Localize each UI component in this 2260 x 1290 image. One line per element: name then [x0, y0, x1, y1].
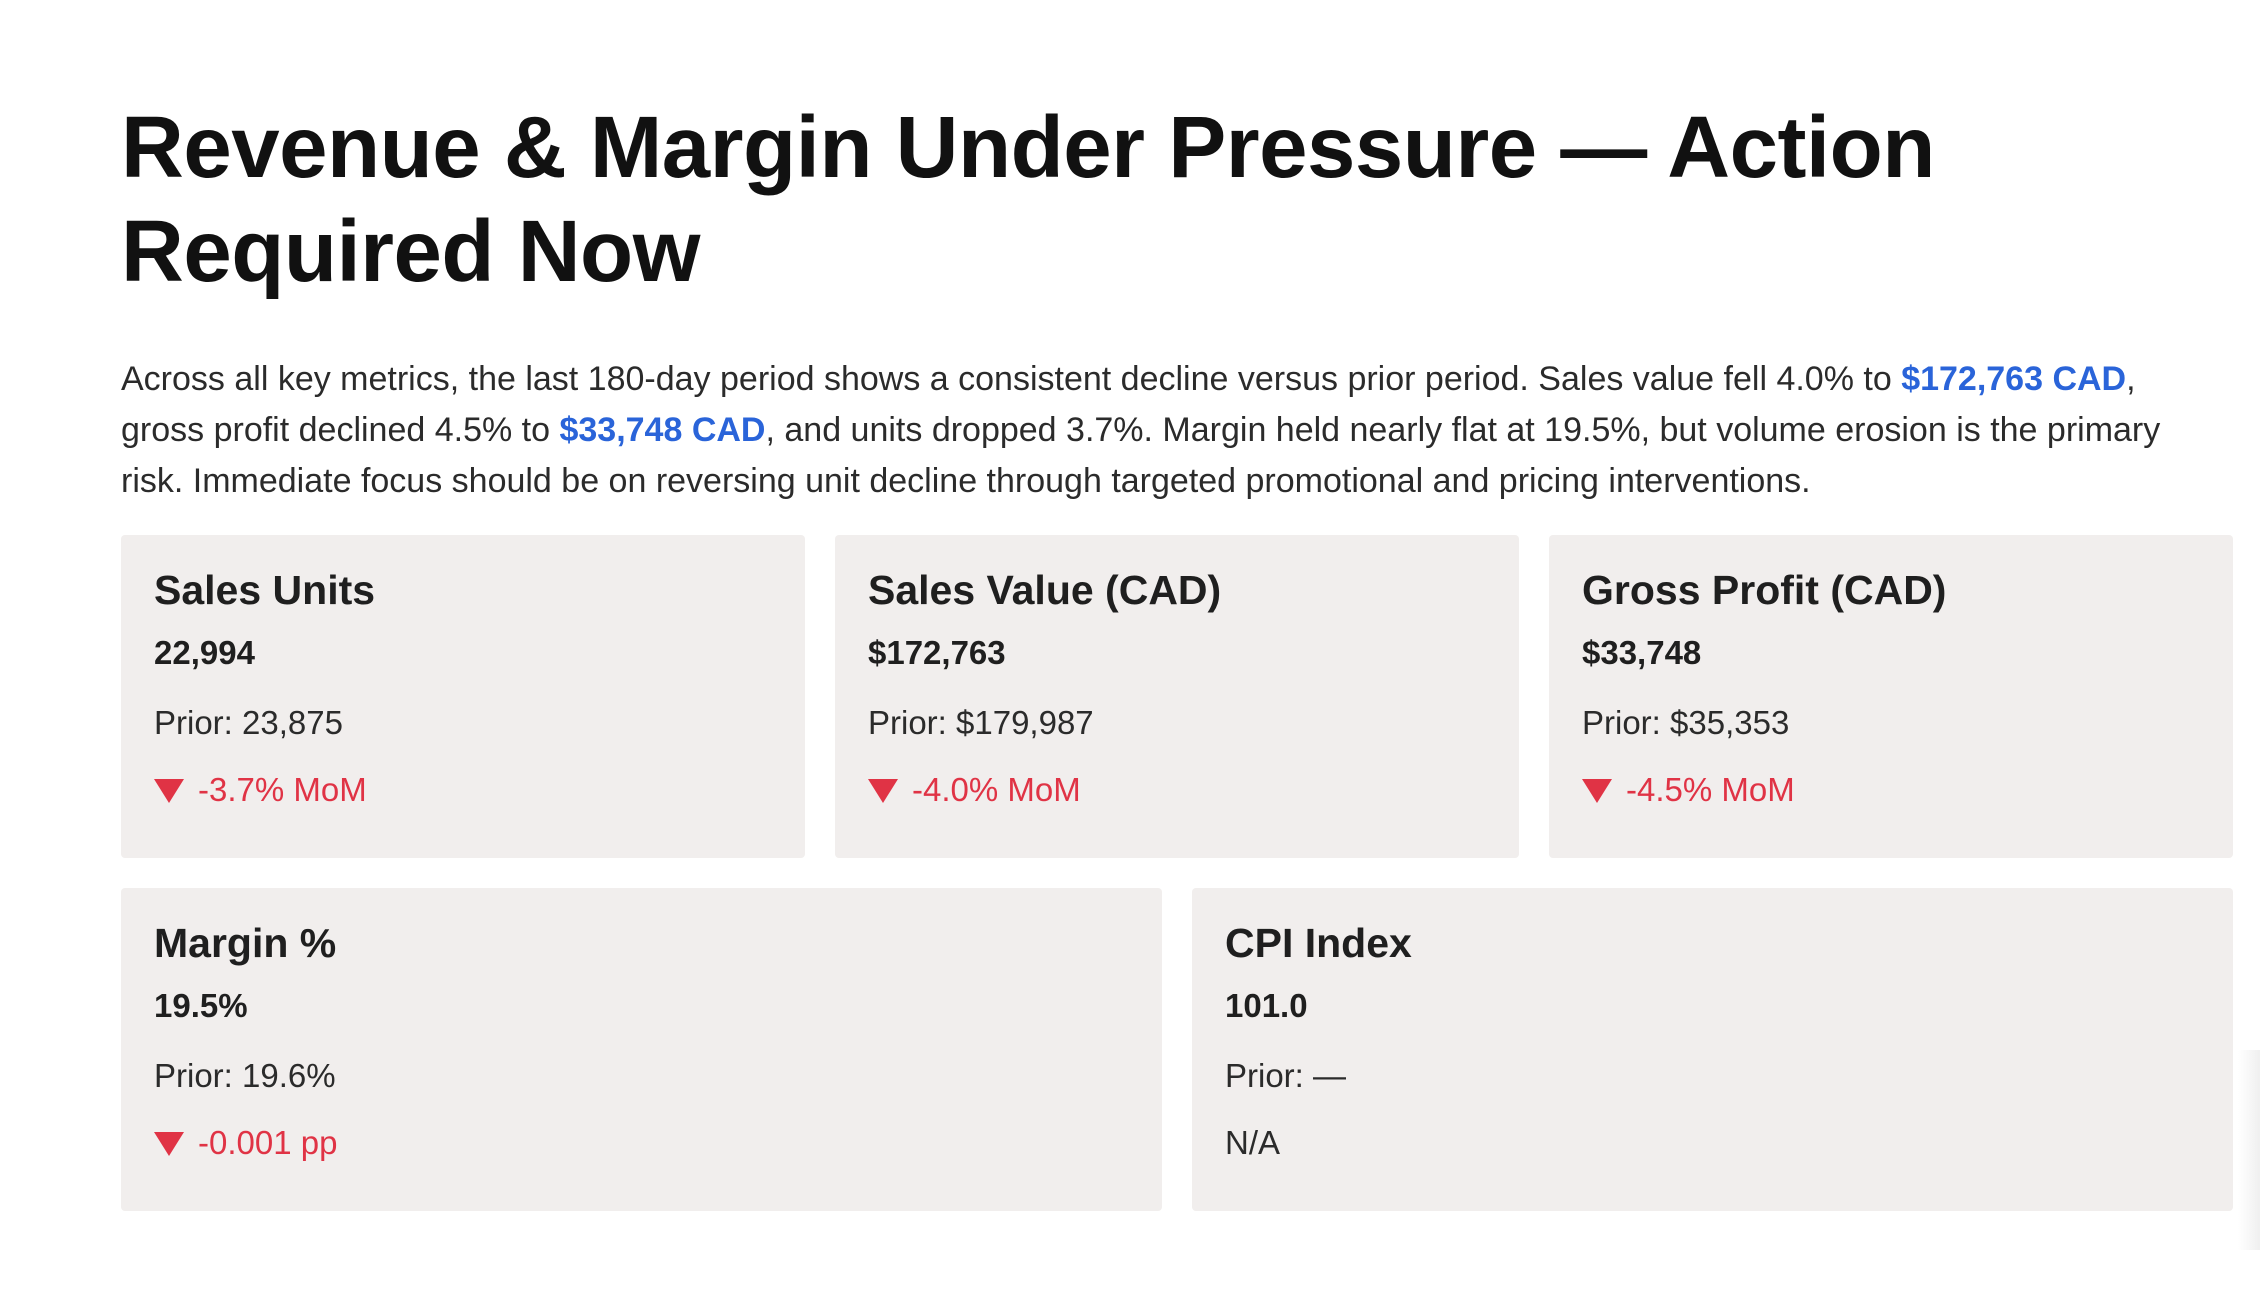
kpi-card-sales-value: Sales Value (CAD) $172,763 Prior: $179,9…: [835, 535, 1519, 858]
summary-text: , and units dropped 3.7%. Margin held ne…: [121, 411, 2161, 500]
kpi-card-change: -4.0% MoM: [868, 770, 1486, 810]
kpi-card-change-label: -3.7% MoM: [198, 771, 367, 808]
kpi-card-title: CPI Index: [1225, 920, 1412, 966]
kpi-card-prior: Prior: —: [1225, 1057, 1347, 1094]
summary-highlight-gross-profit: $33,748 CAD: [559, 411, 766, 449]
page-edge-shadow: [2238, 1050, 2260, 1250]
kpi-card-change: N/A: [1225, 1123, 2200, 1163]
page-title: Revenue & Margin Under Pressure — Action…: [121, 99, 1935, 300]
kpi-card-gross-profit: Gross Profit (CAD) $33,748 Prior: $35,35…: [1549, 535, 2233, 858]
kpi-card-change: -3.7% MoM: [154, 770, 772, 810]
kpi-card-change-label: -4.0% MoM: [912, 771, 1081, 808]
kpi-card-change-label: N/A: [1225, 1124, 1281, 1161]
kpi-card-title: Sales Value (CAD): [868, 567, 1222, 613]
summary-text: , gross profit declined 4.5% to: [121, 360, 2136, 449]
kpi-card-value: $33,748: [1582, 634, 1702, 671]
kpi-row-bottom: Margin % 19.5% Prior: 19.6% -0.001 pp CP…: [121, 888, 2233, 1211]
triangle-down-icon: [868, 779, 898, 803]
kpi-card-prior: Prior: 19.6%: [154, 1057, 336, 1094]
kpi-card-value: 22,994: [154, 634, 255, 671]
kpi-card-title: Gross Profit (CAD): [1582, 567, 1947, 613]
kpi-card-change: -4.5% MoM: [1582, 770, 2200, 810]
kpi-card-value: $172,763: [868, 634, 1006, 671]
triangle-down-icon: [154, 779, 184, 803]
triangle-down-icon: [154, 1132, 184, 1156]
kpi-card-sales-units: Sales Units 22,994 Prior: 23,875 -3.7% M…: [121, 535, 805, 858]
kpi-card-change-label: -4.5% MoM: [1626, 771, 1795, 808]
kpi-card-title: Sales Units: [154, 567, 376, 613]
triangle-down-icon: [1582, 779, 1612, 803]
kpi-card-prior: Prior: 23,875: [154, 704, 343, 741]
summary-paragraph: Across all key metrics, the last 180-day…: [121, 354, 2221, 507]
kpi-card-value: 101.0: [1225, 987, 1308, 1024]
kpi-card-prior: Prior: $35,353: [1582, 704, 1790, 741]
dashboard-page: Revenue & Margin Under Pressure — Action…: [121, 0, 2233, 1211]
kpi-card-prior: Prior: $179,987: [868, 704, 1094, 741]
kpi-card-cpi-index: CPI Index 101.0 Prior: — N/A: [1192, 888, 2233, 1211]
kpi-card-margin: Margin % 19.5% Prior: 19.6% -0.001 pp: [121, 888, 1162, 1211]
kpi-card-title: Margin %: [154, 920, 337, 966]
kpi-card-change: -0.001 pp: [154, 1123, 1129, 1163]
kpi-card-change-label: -0.001 pp: [198, 1124, 338, 1161]
summary-highlight-sales-value: $172,763 CAD: [1901, 360, 2127, 398]
summary-text: Across all key metrics, the last 180-day…: [121, 360, 1902, 398]
kpi-row-top: Sales Units 22,994 Prior: 23,875 -3.7% M…: [121, 535, 2233, 858]
kpi-card-value: 19.5%: [154, 987, 248, 1024]
